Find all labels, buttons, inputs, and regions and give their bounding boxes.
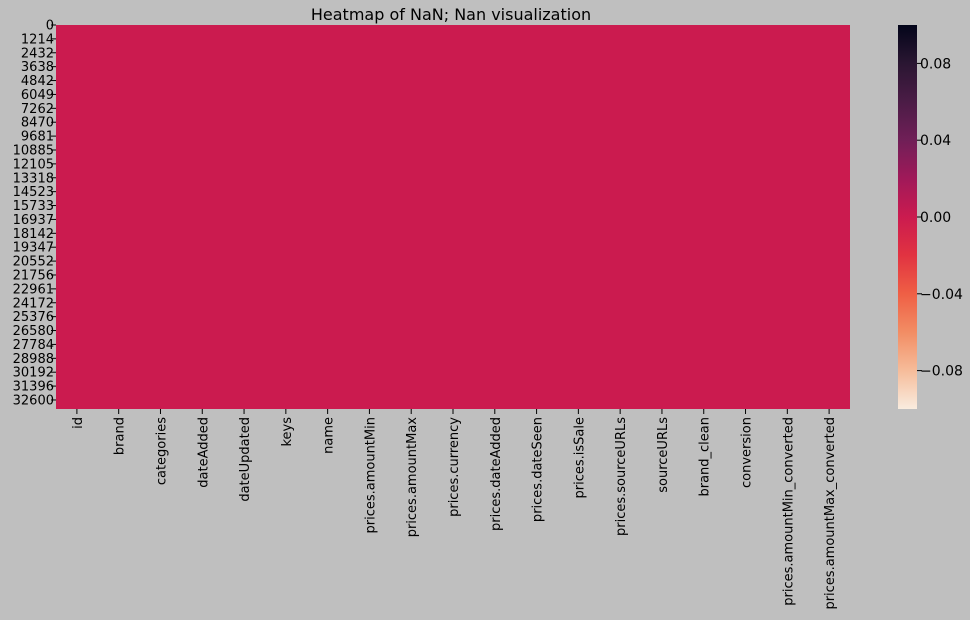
column-tick-label: prices.isSale xyxy=(572,417,587,498)
colorbar-tick-label: 0.08 xyxy=(920,56,951,72)
row-tick-label: 24172 xyxy=(13,296,54,311)
row-tick-label: 6049 xyxy=(21,88,54,103)
column-tick-label: brand xyxy=(113,417,128,455)
row-tick-label: 20552 xyxy=(13,255,54,270)
colorbar-tick-label: −0.04 xyxy=(920,287,963,303)
colorbar-tick-label: −0.08 xyxy=(920,364,963,380)
column-tick-label: prices.sourceURLs xyxy=(614,417,629,536)
row-tick-label: 26580 xyxy=(13,324,54,339)
chart-title: Heatmap of NaN; Nan visualization xyxy=(311,5,591,24)
row-tick-label: 25376 xyxy=(13,310,54,325)
row-tick-label: 21756 xyxy=(13,268,54,283)
colorbar xyxy=(898,25,917,409)
row-tick-label: 14523 xyxy=(13,185,54,200)
row-tick-label: 30192 xyxy=(13,366,54,381)
column-tick-label: brand_clean xyxy=(698,417,713,497)
row-tick-label: 12105 xyxy=(13,157,54,172)
row-tick-label: 0 xyxy=(46,19,54,34)
row-tick-label: 18142 xyxy=(13,227,54,242)
column-tick-label: conversion xyxy=(740,417,755,488)
column-tick-group: id brand categories dateAdded dateUpdated key… xyxy=(71,409,838,610)
row-tick-label: 15733 xyxy=(13,199,54,214)
colorbar-tick-label: 0.00 xyxy=(920,210,951,226)
column-tick-label: prices.amountMax_converted xyxy=(823,417,838,610)
colorbar-tick-label: 0.04 xyxy=(920,133,951,149)
row-tick-label: 3638 xyxy=(21,60,54,75)
column-tick-label: prices.dateSeen xyxy=(531,417,546,522)
column-tick-label: prices.amountMax xyxy=(405,417,420,538)
row-tick-label: 31396 xyxy=(13,380,54,395)
colorbar-tick-group: 0.08 0.04 0.00 −0.04 −0.08 xyxy=(917,56,963,380)
row-tick-label: 22961 xyxy=(13,282,54,297)
column-tick-label: prices.amountMin xyxy=(363,417,378,534)
row-tick-label: 13318 xyxy=(13,171,54,186)
column-tick-label: categories xyxy=(154,417,169,485)
row-tick-label: 1214 xyxy=(21,32,54,47)
column-tick-label: dateAdded xyxy=(196,417,211,488)
row-tick-label: 7262 xyxy=(21,102,54,117)
row-tick-label: 2432 xyxy=(21,46,54,61)
row-tick-label: 10885 xyxy=(13,143,54,158)
row-tick-group: 0121424323638484260497262847096811088512… xyxy=(13,19,56,408)
column-tick-label: keys xyxy=(280,417,295,447)
column-tick-label: dateUpdated xyxy=(238,417,253,502)
column-tick-label: name xyxy=(322,417,337,454)
heatmap-cells xyxy=(56,25,850,409)
column-tick-label: prices.currency xyxy=(447,417,462,517)
row-tick-label: 9681 xyxy=(21,130,54,145)
row-tick-label: 19347 xyxy=(13,241,54,256)
column-tick-label: id xyxy=(71,417,86,429)
column-tick-label: prices.amountMin_converted xyxy=(781,417,796,606)
row-tick-label: 32600 xyxy=(13,393,54,408)
row-tick-label: 16937 xyxy=(13,213,54,228)
row-tick-label: 4842 xyxy=(21,74,54,89)
row-tick-label: 27784 xyxy=(13,338,54,353)
row-tick-label: 8470 xyxy=(21,116,54,131)
column-tick-label: prices.dateAdded xyxy=(489,417,504,531)
row-tick-label: 28988 xyxy=(13,352,54,367)
column-tick-label: sourceURLs xyxy=(656,417,671,493)
